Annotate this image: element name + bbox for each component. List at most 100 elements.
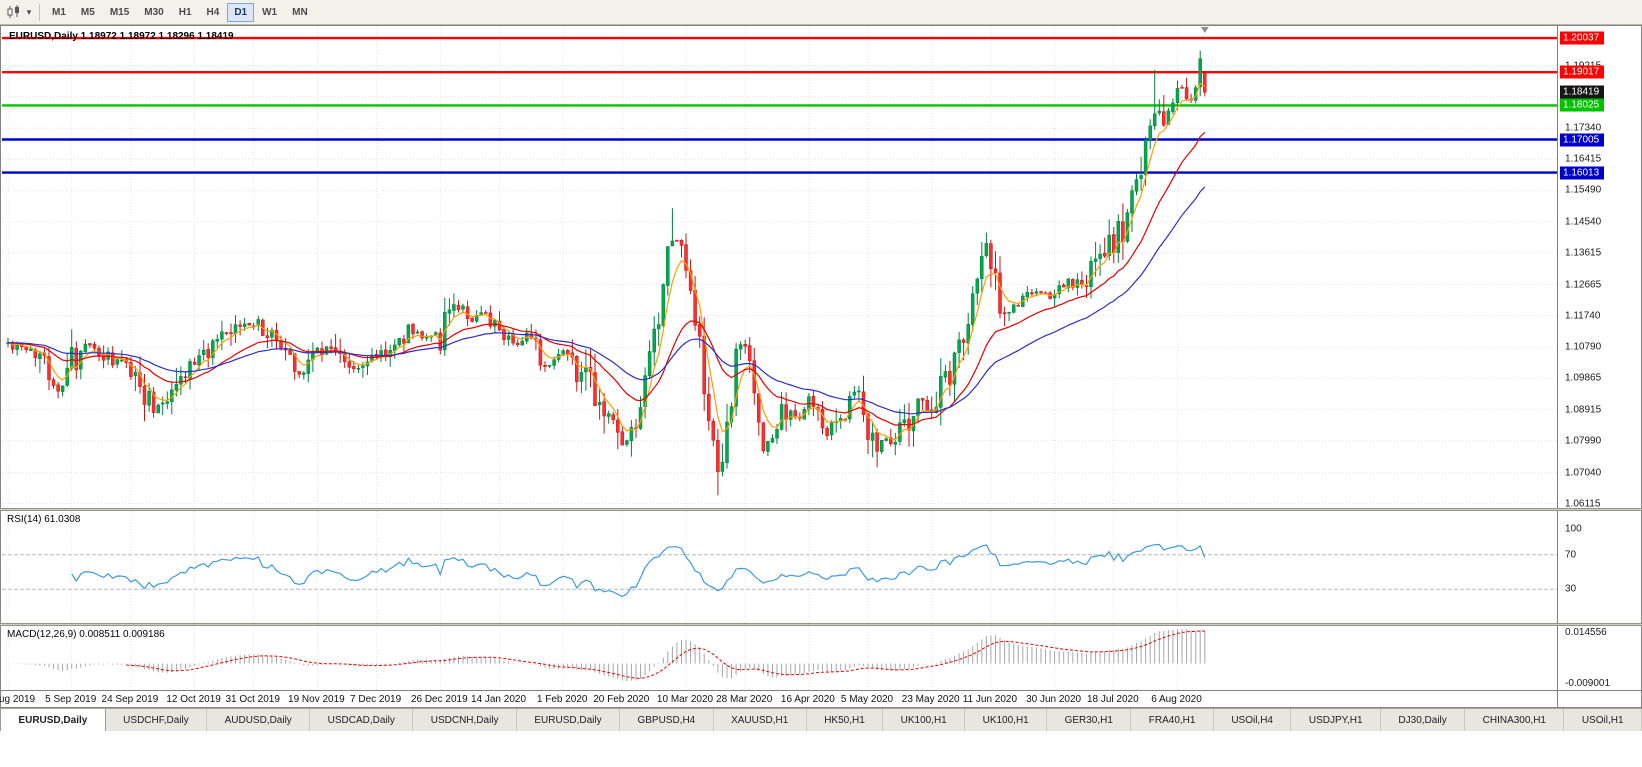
date-axis-label: 20 Feb 2020 <box>593 694 650 705</box>
price-badge-1.20037: 1.20037 <box>1560 31 1604 45</box>
chart-tab-USDCAD-Daily[interactable]: USDCAD,Daily <box>310 709 414 731</box>
chart-tab-USOil-H1[interactable]: USOil,H1 <box>1564 709 1642 731</box>
date-axis-label: 16 Apr 2020 <box>780 694 835 705</box>
rsi-label: RSI(14) 61.0308 <box>7 514 80 525</box>
macd-label: MACD(12,26,9) 0.008511 0.009186 <box>7 629 165 640</box>
rsi-value: 61.0308 <box>44 514 81 525</box>
chart-tab-EURUSD-Daily[interactable]: EURUSD,Daily <box>517 709 621 731</box>
chart-tab-XAUUSD-H1[interactable]: XAUUSD,H1 <box>714 709 807 731</box>
date-axis-label: 11 Jun 2020 <box>962 694 1018 705</box>
chart-tab-CHINA300-H1[interactable]: CHINA300,H1 <box>1465 709 1565 731</box>
chart-tab-GBPUSD-H4[interactable]: GBPUSD,H4 <box>620 709 714 731</box>
price-tick-label: 1.07040 <box>1565 467 1602 479</box>
timeframe-buttons: M1 M5 M15 M30 H1 H4 D1 W1 MN <box>45 2 315 22</box>
price-badge-1.18419: 1.18419 <box>1560 85 1604 99</box>
rsi-axis-label: 100 <box>1565 523 1582 535</box>
rsi-axis-label: 70 <box>1565 549 1577 561</box>
chart-tab-AUDUSD-Daily[interactable]: AUDUSD,Daily <box>207 709 311 731</box>
panel-splitter[interactable] <box>0 623 1642 626</box>
date-axis-label: 10 Mar 2020 <box>656 694 714 705</box>
timeframe-button-D1[interactable]: D1 <box>227 2 255 22</box>
chart-tabs-bar: EURUSD,Daily USDCHF,Daily AUDUSD,Daily USDC… <box>0 708 1642 731</box>
chart-tab-USDJPY-H1[interactable]: USDJPY,H1 <box>1291 709 1381 731</box>
panel-splitter[interactable] <box>0 508 1642 511</box>
chart-shift-marker[interactable] <box>1200 27 1209 33</box>
price-badge-1.19017: 1.19017 <box>1560 65 1604 79</box>
price-tick-label: 1.13615 <box>1565 247 1602 259</box>
chart-tab-FRA40-H1[interactable]: FRA40,H1 <box>1131 709 1214 731</box>
date-axis-label: 6 Aug 2020 <box>1151 694 1202 705</box>
price-badge-1.16013: 1.16013 <box>1560 166 1604 180</box>
main-chart-canvas[interactable] <box>2 26 1560 509</box>
date-axis-label: 31 Oct 2019 <box>225 694 280 705</box>
date-axis-label: 14 Jan 2020 <box>470 694 527 705</box>
price-badge-1.18025: 1.18025 <box>1560 98 1604 112</box>
price-tick-label: 1.07990 <box>1565 435 1602 447</box>
date-axis-label: 5 May 2020 <box>840 694 894 705</box>
rsi-name: RSI(14) <box>7 514 42 525</box>
main-chart-panel[interactable]: EURUSD,Daily 1.18972 1.18972 1.18296 1.1… <box>0 25 1642 509</box>
price-tick-label: 1.12665 <box>1565 279 1602 290</box>
toolbar-separator <box>39 3 40 21</box>
chart-tab-USDCHF-Daily[interactable]: USDCHF,Daily <box>106 709 208 731</box>
price-tick-label: 1.09865 <box>1565 372 1602 384</box>
date-axis-label: 23 May 2020 <box>901 694 960 705</box>
price-tick-label: 1.19215 <box>1565 60 1601 71</box>
ma-fast-orange <box>7 82 1206 441</box>
macd-axis-min: -0.009001 <box>1565 678 1611 689</box>
date-axis[interactable]: 17 Aug 2019 5 Sep 2019 24 Sep 2019 12 Oct 2… <box>0 690 1642 708</box>
timeframe-button-M1[interactable]: M1 <box>52 6 66 18</box>
rsi-axis[interactable]: 100 70 30 <box>1557 511 1641 623</box>
status-bar <box>0 731 1642 767</box>
macd-panel[interactable]: MACD(12,26,9) 0.008511 0.009186 0.014556… <box>0 626 1642 690</box>
timeframe-button-H4[interactable]: H4 <box>206 6 220 18</box>
chart-tab-HK50-H1[interactable]: HK50,H1 <box>807 709 884 731</box>
chart-dropdown-arrow-icon[interactable]: ▾ <box>26 6 32 17</box>
price-tick-label: 1.11740 <box>1565 310 1601 321</box>
date-axis-corner <box>1557 691 1641 707</box>
chart-ohlc-title: EURUSD,Daily 1.18972 1.18972 1.18296 1.1… <box>9 31 234 42</box>
chart-tab-UK100-H1[interactable]: UK100,H1 <box>883 709 966 731</box>
rsi-line <box>71 543 1206 598</box>
timeframe-button-H1[interactable]: H1 <box>178 6 192 18</box>
rsi-canvas[interactable] <box>2 511 1560 623</box>
chart-type-icon[interactable] <box>4 2 24 22</box>
price-badge-1.17005: 1.17005 <box>1560 133 1604 146</box>
date-axis-label: 12 Oct 2019 <box>166 694 221 705</box>
date-axis-label: 30 Jun 2020 <box>1026 694 1082 705</box>
macd-name: MACD(12,26,9) <box>7 629 77 640</box>
price-axis[interactable]: 1.192151.182901.173401.164151.154901.145… <box>1557 26 1641 509</box>
ma-slow-blue <box>7 186 1206 415</box>
price-tick-label: 1.16415 <box>1565 153 1602 165</box>
chart-window: EURUSD,Daily 1.18972 1.18972 1.18296 1.1… <box>0 25 1642 708</box>
price-tick-label: 1.14540 <box>1565 216 1602 228</box>
macd-axis[interactable]: 0.014556 -0.009001 <box>1557 626 1641 690</box>
timeframe-button-MN[interactable]: MN <box>292 6 308 18</box>
chart-tab-GER30-H1[interactable]: GER30,H1 <box>1047 709 1132 731</box>
chart-tab-UK100-H1[interactable]: UK100,H1 <box>965 709 1048 731</box>
timeframe-button-M5[interactable]: M5 <box>80 6 95 18</box>
timeframe-button-M15[interactable]: M15 <box>109 6 130 18</box>
date-axis-label: 1 Feb 2020 <box>536 694 588 705</box>
chart-tab-DJ30-Daily[interactable]: DJ30,Daily <box>1381 709 1466 731</box>
candles <box>6 50 1207 496</box>
chart-tab-EURUSD-Daily[interactable]: EURUSD,Daily <box>0 709 106 731</box>
timeframe-button-M30[interactable]: M30 <box>144 6 164 18</box>
timeframe-button-W1[interactable]: W1 <box>262 6 278 18</box>
candlestick-glyph <box>7 5 19 18</box>
price-tick-label: 1.06115 <box>1565 498 1601 509</box>
chart-tab-USDCNH-Daily[interactable]: USDCNH,Daily <box>413 709 517 731</box>
macd-axis-max: 0.014556 <box>1565 627 1607 638</box>
toolbar: ▾ M1 M5 M15 M30 H1 H4 D1 W1 MN <box>0 0 1642 25</box>
macd-canvas[interactable] <box>2 626 1560 690</box>
macd-value: 0.008511 <box>79 629 121 640</box>
date-axis-label: 19 Nov 2019 <box>288 694 345 705</box>
rsi-panel[interactable]: RSI(14) 61.0308 100 70 30 <box>0 511 1642 623</box>
date-axis-label: 28 Mar 2020 <box>716 694 773 705</box>
date-axis-label: 17 Aug 2019 <box>0 694 36 705</box>
chart-tab-USOil-H4[interactable]: USOil,H4 <box>1214 709 1292 731</box>
price-tick-label: 1.08915 <box>1565 404 1602 416</box>
price-tick-label: 1.15490 <box>1565 184 1602 196</box>
price-tick-label: 1.17340 <box>1565 122 1602 134</box>
